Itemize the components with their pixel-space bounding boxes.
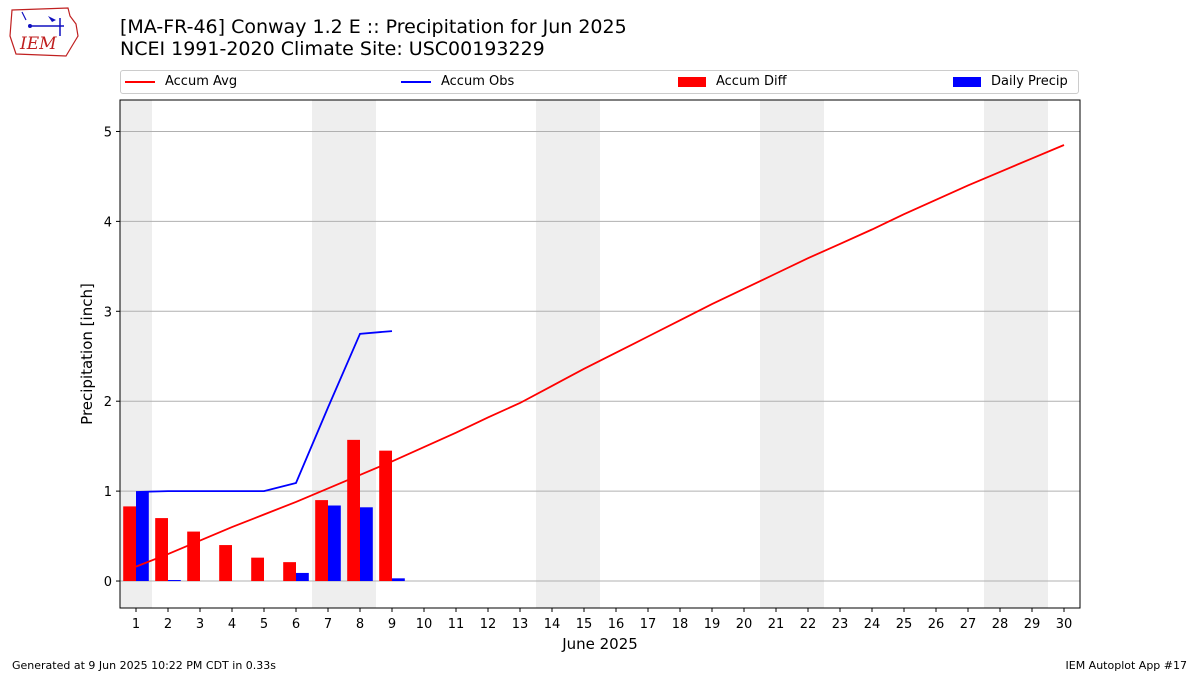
bar-accum-diff-day-6 [283, 562, 296, 582]
x-tick-label-17: 17 [640, 617, 657, 632]
weekend-band-29 [1016, 100, 1048, 608]
bar-daily-precip-day-9 [392, 578, 405, 582]
x-tick-label-7: 7 [324, 617, 332, 632]
y-tick-label-2: 2 [104, 395, 112, 410]
bar-daily-precip-day-2 [168, 580, 181, 582]
x-tick-label-23: 23 [832, 617, 849, 632]
x-tick-label-16: 16 [608, 617, 625, 632]
legend-label-accum-obs: Accum Obs [441, 74, 515, 89]
plot-frame [119, 99, 1081, 609]
legend-item-accum-diff: Accum Diff [678, 74, 787, 89]
bar-accum-diff-day-1 [123, 506, 136, 582]
bar-accum-diff-day-5 [251, 557, 264, 582]
y-axis-label: Precipitation [inch] [78, 283, 96, 425]
legend-label-accum-avg: Accum Avg [165, 74, 238, 89]
chart-legend: Accum Avg Accum Obs Accum Diff Daily Pre… [120, 70, 1079, 94]
x-tick-label-13: 13 [512, 617, 529, 632]
bar-accum-diff-day-2 [155, 518, 168, 582]
legend-item-daily-precip: Daily Precip [953, 74, 1068, 89]
line-accum-obs [135, 330, 393, 493]
weekend-band-21 [760, 100, 792, 608]
x-tick-label-30: 30 [1056, 617, 1073, 632]
logo-text: IEM [20, 34, 57, 54]
x-tick-label-25: 25 [896, 617, 913, 632]
legend-swatch-accum-obs [401, 80, 431, 83]
weekend-band-28 [984, 100, 1016, 608]
x-tick-label-24: 24 [864, 617, 881, 632]
x-tick-label-19: 19 [704, 617, 721, 632]
footer-generated: Generated at 9 Jun 2025 10:22 PM CDT in … [12, 659, 277, 672]
x-tick-label-1: 1 [132, 617, 140, 632]
weekend-shading [120, 100, 1048, 608]
bar-daily-precip-day-7 [328, 505, 341, 582]
x-tick-label-3: 3 [196, 617, 204, 632]
weekend-band-14 [536, 100, 568, 608]
x-tick-label-18: 18 [672, 617, 689, 632]
x-tick-label-4: 4 [228, 617, 236, 632]
iem-logo-icon [9, 7, 79, 57]
x-tick-label-5: 5 [260, 617, 268, 632]
x-axis-label: June 2025 [561, 635, 638, 653]
y-tick-label-3: 3 [104, 305, 112, 320]
chart-title: [MA-FR-46] Conway 1.2 E :: Precipitation… [120, 16, 627, 38]
x-tick-label-8: 8 [356, 617, 364, 632]
bar-daily-precip-day-6 [296, 572, 309, 582]
x-tick-label-20: 20 [736, 617, 753, 632]
bar-accum-diff-day-3 [187, 531, 200, 582]
x-tick-label-11: 11 [448, 617, 465, 632]
legend-swatch-accum-avg [125, 80, 155, 83]
bar-accum-diff-day-4 [219, 545, 232, 582]
bar-daily-precip-day-1 [136, 492, 149, 582]
gridlines [120, 130, 1080, 582]
x-tick-label-10: 10 [416, 617, 433, 632]
x-tick-label-12: 12 [480, 617, 497, 632]
y-tick-label-1: 1 [104, 485, 112, 500]
legend-swatch-accum-diff [678, 76, 706, 87]
legend-label-daily-precip: Daily Precip [991, 74, 1068, 89]
bar-daily-precip-day-8 [360, 507, 373, 582]
x-tick-label-15: 15 [576, 617, 593, 632]
x-tick-label-14: 14 [544, 617, 561, 632]
line-accum-avg [135, 144, 1065, 568]
legend-item-accum-obs: Accum Obs [401, 74, 514, 89]
weekend-band-22 [792, 100, 824, 608]
x-tick-label-6: 6 [292, 617, 300, 632]
legend-swatch-daily-precip [953, 76, 981, 87]
bar-accum-diff-day-9 [379, 450, 392, 582]
x-tick-label-22: 22 [800, 617, 817, 632]
x-tick-label-21: 21 [768, 617, 785, 632]
x-tick-label-2: 2 [164, 617, 172, 632]
chart-subtitle: NCEI 1991-2020 Climate Site: USC00193229 [120, 38, 545, 60]
bar-series [123, 439, 405, 582]
x-tick-label-26: 26 [928, 617, 945, 632]
y-tick-label-0: 0 [104, 575, 112, 590]
x-tick-label-27: 27 [960, 617, 977, 632]
x-tick-label-29: 29 [1024, 617, 1041, 632]
x-tick-label-9: 9 [388, 617, 396, 632]
legend-item-accum-avg: Accum Avg [125, 74, 237, 89]
iem-logo: IEM [8, 6, 80, 58]
footer-app: IEM Autoplot App #17 [1065, 659, 1188, 672]
legend-label-accum-diff: Accum Diff [716, 74, 787, 89]
line-series [135, 144, 1065, 568]
weekend-band-15 [568, 100, 600, 608]
x-tick-label-28: 28 [992, 617, 1009, 632]
bar-accum-diff-day-8 [347, 439, 360, 582]
y-tick-label-4: 4 [104, 215, 112, 230]
y-tick-label-5: 5 [104, 125, 112, 140]
bar-accum-diff-day-7 [315, 500, 328, 582]
